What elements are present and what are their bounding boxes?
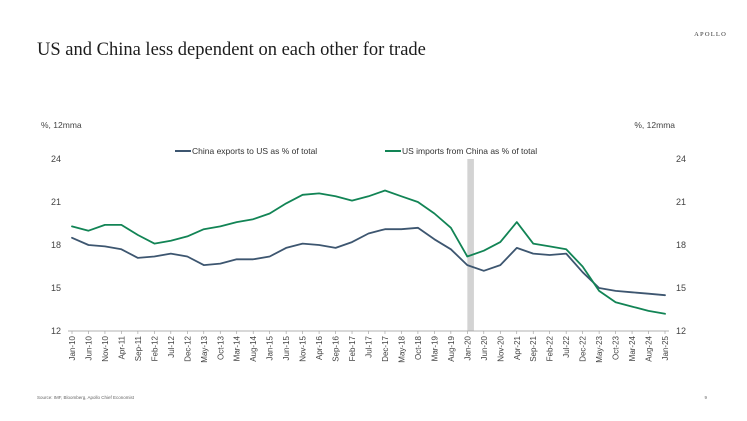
x-tick-label: May-23: [595, 335, 604, 362]
x-tick-label: Dec-22: [579, 335, 588, 361]
x-tick-label: Feb-22: [546, 335, 555, 361]
x-tick-label: Feb-17: [348, 335, 357, 361]
x-tick-label: Nov-10: [101, 335, 110, 361]
y-tick-label-left: 12: [51, 326, 61, 336]
y-tick-label-right: 12: [676, 326, 686, 336]
y-axis-label-left: %, 12mma: [41, 120, 82, 130]
x-tick-label: Jul-17: [365, 335, 374, 357]
y-tick-label-left: 18: [51, 240, 61, 250]
x-tick-label: Jan-15: [266, 335, 275, 360]
x-tick-label: Oct-23: [612, 335, 621, 360]
x-tick-label: Aug-19: [447, 335, 456, 361]
x-tick-label: May-18: [397, 335, 406, 362]
series-line-2: [71, 189, 666, 315]
y-tick-label-right: 15: [676, 283, 686, 293]
y-axis-label-right: %, 12mma: [634, 120, 675, 130]
x-tick-label: Apr-21: [513, 335, 522, 360]
x-tick-label: Jun-10: [84, 335, 93, 360]
x-tick-label: Nov-15: [299, 335, 308, 361]
x-tick-label: Jun-15: [282, 335, 291, 360]
x-tick-label: Jul-22: [562, 335, 571, 357]
series-line-1: [71, 226, 666, 297]
x-tick-label: Aug-24: [645, 335, 654, 361]
legend-label-2: US imports from China as % of total: [402, 146, 537, 156]
source-note: Source: IMF, Bloomberg, Apollo Chief Eco…: [37, 395, 135, 400]
x-tick-label: Apr-16: [315, 335, 324, 360]
x-tick-label: Sep-21: [529, 335, 538, 361]
x-tick-label: Feb-12: [150, 335, 159, 361]
x-tick-label: Mar-24: [628, 335, 637, 361]
x-tick-label: Apr-11: [117, 335, 126, 359]
x-tick-label: Sep-11: [134, 335, 143, 361]
x-tick-label: Mar-14: [233, 335, 242, 361]
x-tick-label: Sep-16: [332, 335, 341, 361]
page-title: US and China less dependent on each othe…: [37, 40, 426, 60]
y-tick-label-right: 21: [676, 197, 686, 207]
x-tick-label: Oct-18: [414, 335, 423, 360]
x-tick-label: May-13: [200, 335, 209, 362]
y-tick-label-left: 15: [51, 283, 61, 293]
y-tick-label-right: 18: [676, 240, 686, 250]
y-tick-label-left: 21: [51, 197, 61, 207]
y-tick-label-right: 24: [676, 154, 686, 164]
x-tick-label: Jan-10: [68, 335, 77, 360]
legend-label-1: China exports to US as % of total: [192, 146, 317, 156]
x-tick-label: Nov-20: [496, 335, 505, 361]
y-tick-label-left: 24: [51, 154, 61, 164]
x-tick-label: Jul-12: [167, 335, 176, 357]
x-tick-label: Dec-17: [381, 335, 390, 361]
x-tick-label: Jan-25: [661, 335, 670, 360]
x-tick-label: Dec-12: [183, 335, 192, 361]
brand-logo: APOLLO: [694, 31, 727, 38]
x-tick-label: Aug-14: [249, 335, 258, 361]
covid-highlight-band: [467, 159, 474, 331]
x-tick-label: Jun-20: [480, 335, 489, 360]
page-number: 9: [704, 395, 707, 400]
x-tick-label: Jan-20: [463, 335, 472, 360]
x-tick-label: Mar-19: [430, 335, 439, 361]
x-tick-label: Oct-13: [216, 335, 225, 360]
